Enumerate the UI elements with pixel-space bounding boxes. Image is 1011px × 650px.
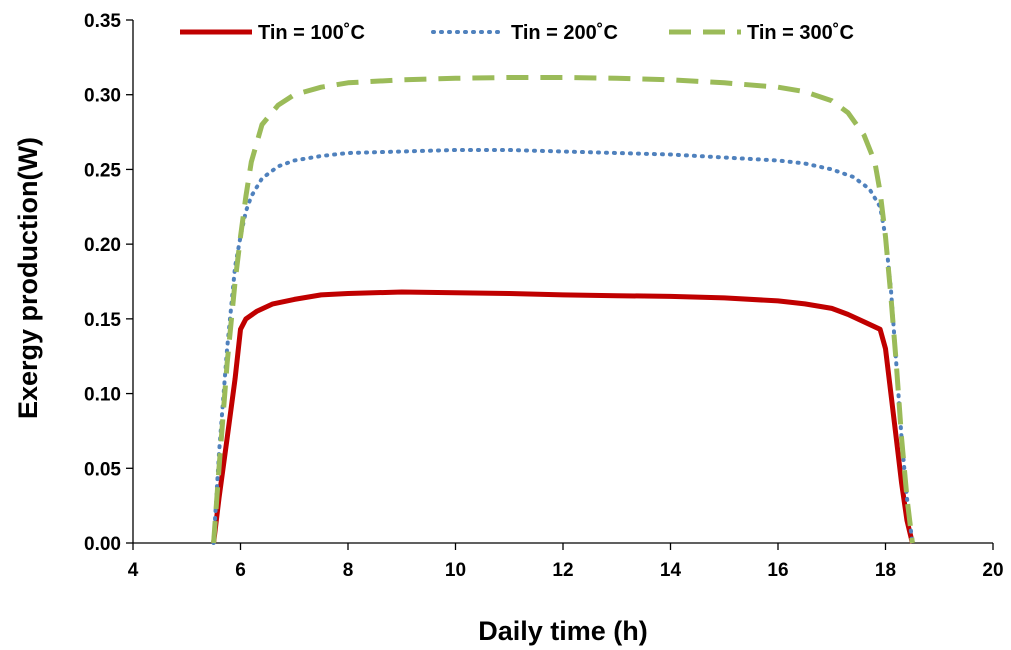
x-tick-label: 10 <box>445 560 466 581</box>
legend-label-2: Tin = 200˚C <box>511 21 618 44</box>
series-line-2 <box>211 148 915 545</box>
y-tick-label: 0.30 <box>84 86 121 107</box>
series-line-1 <box>211 289 915 544</box>
y-axis-title: Exergy production(W) <box>13 137 43 419</box>
x-tick-label: 8 <box>343 560 354 581</box>
legend-label-1: Tin = 100˚C <box>258 21 365 44</box>
y-tick-label: 0.20 <box>84 235 121 256</box>
series-layer <box>211 75 915 545</box>
x-axis-ticks: 4 6 8 10 12 14 16 18 20 <box>128 543 1004 581</box>
x-tick-label: 14 <box>660 560 682 581</box>
x-tick-label: 20 <box>982 560 1003 581</box>
x-axis-title: Daily time (h) <box>478 616 648 646</box>
y-axis-ticks: 0.00 0.05 0.10 0.15 0.20 0.25 0.30 0.35 <box>84 11 133 555</box>
x-tick-label: 12 <box>552 560 573 581</box>
y-tick-label: 0.35 <box>84 11 121 32</box>
x-tick-label: 16 <box>767 560 788 581</box>
legend-label-3: Tin = 300˚C <box>747 21 854 44</box>
legend: Tin = 100˚C Tin = 200˚C Tin = 300˚C <box>180 21 854 44</box>
y-tick-label: 0.10 <box>84 385 121 406</box>
x-tick-label: 6 <box>235 560 246 581</box>
series-line-3 <box>211 75 915 544</box>
y-tick-label: 0.05 <box>84 459 121 480</box>
x-tick-label: 4 <box>128 560 139 581</box>
axes <box>132 20 993 544</box>
y-tick-label: 0.15 <box>84 310 121 331</box>
y-tick-label: 0.25 <box>84 160 121 181</box>
x-tick-label: 18 <box>875 560 896 581</box>
y-tick-label: 0.00 <box>84 534 121 555</box>
